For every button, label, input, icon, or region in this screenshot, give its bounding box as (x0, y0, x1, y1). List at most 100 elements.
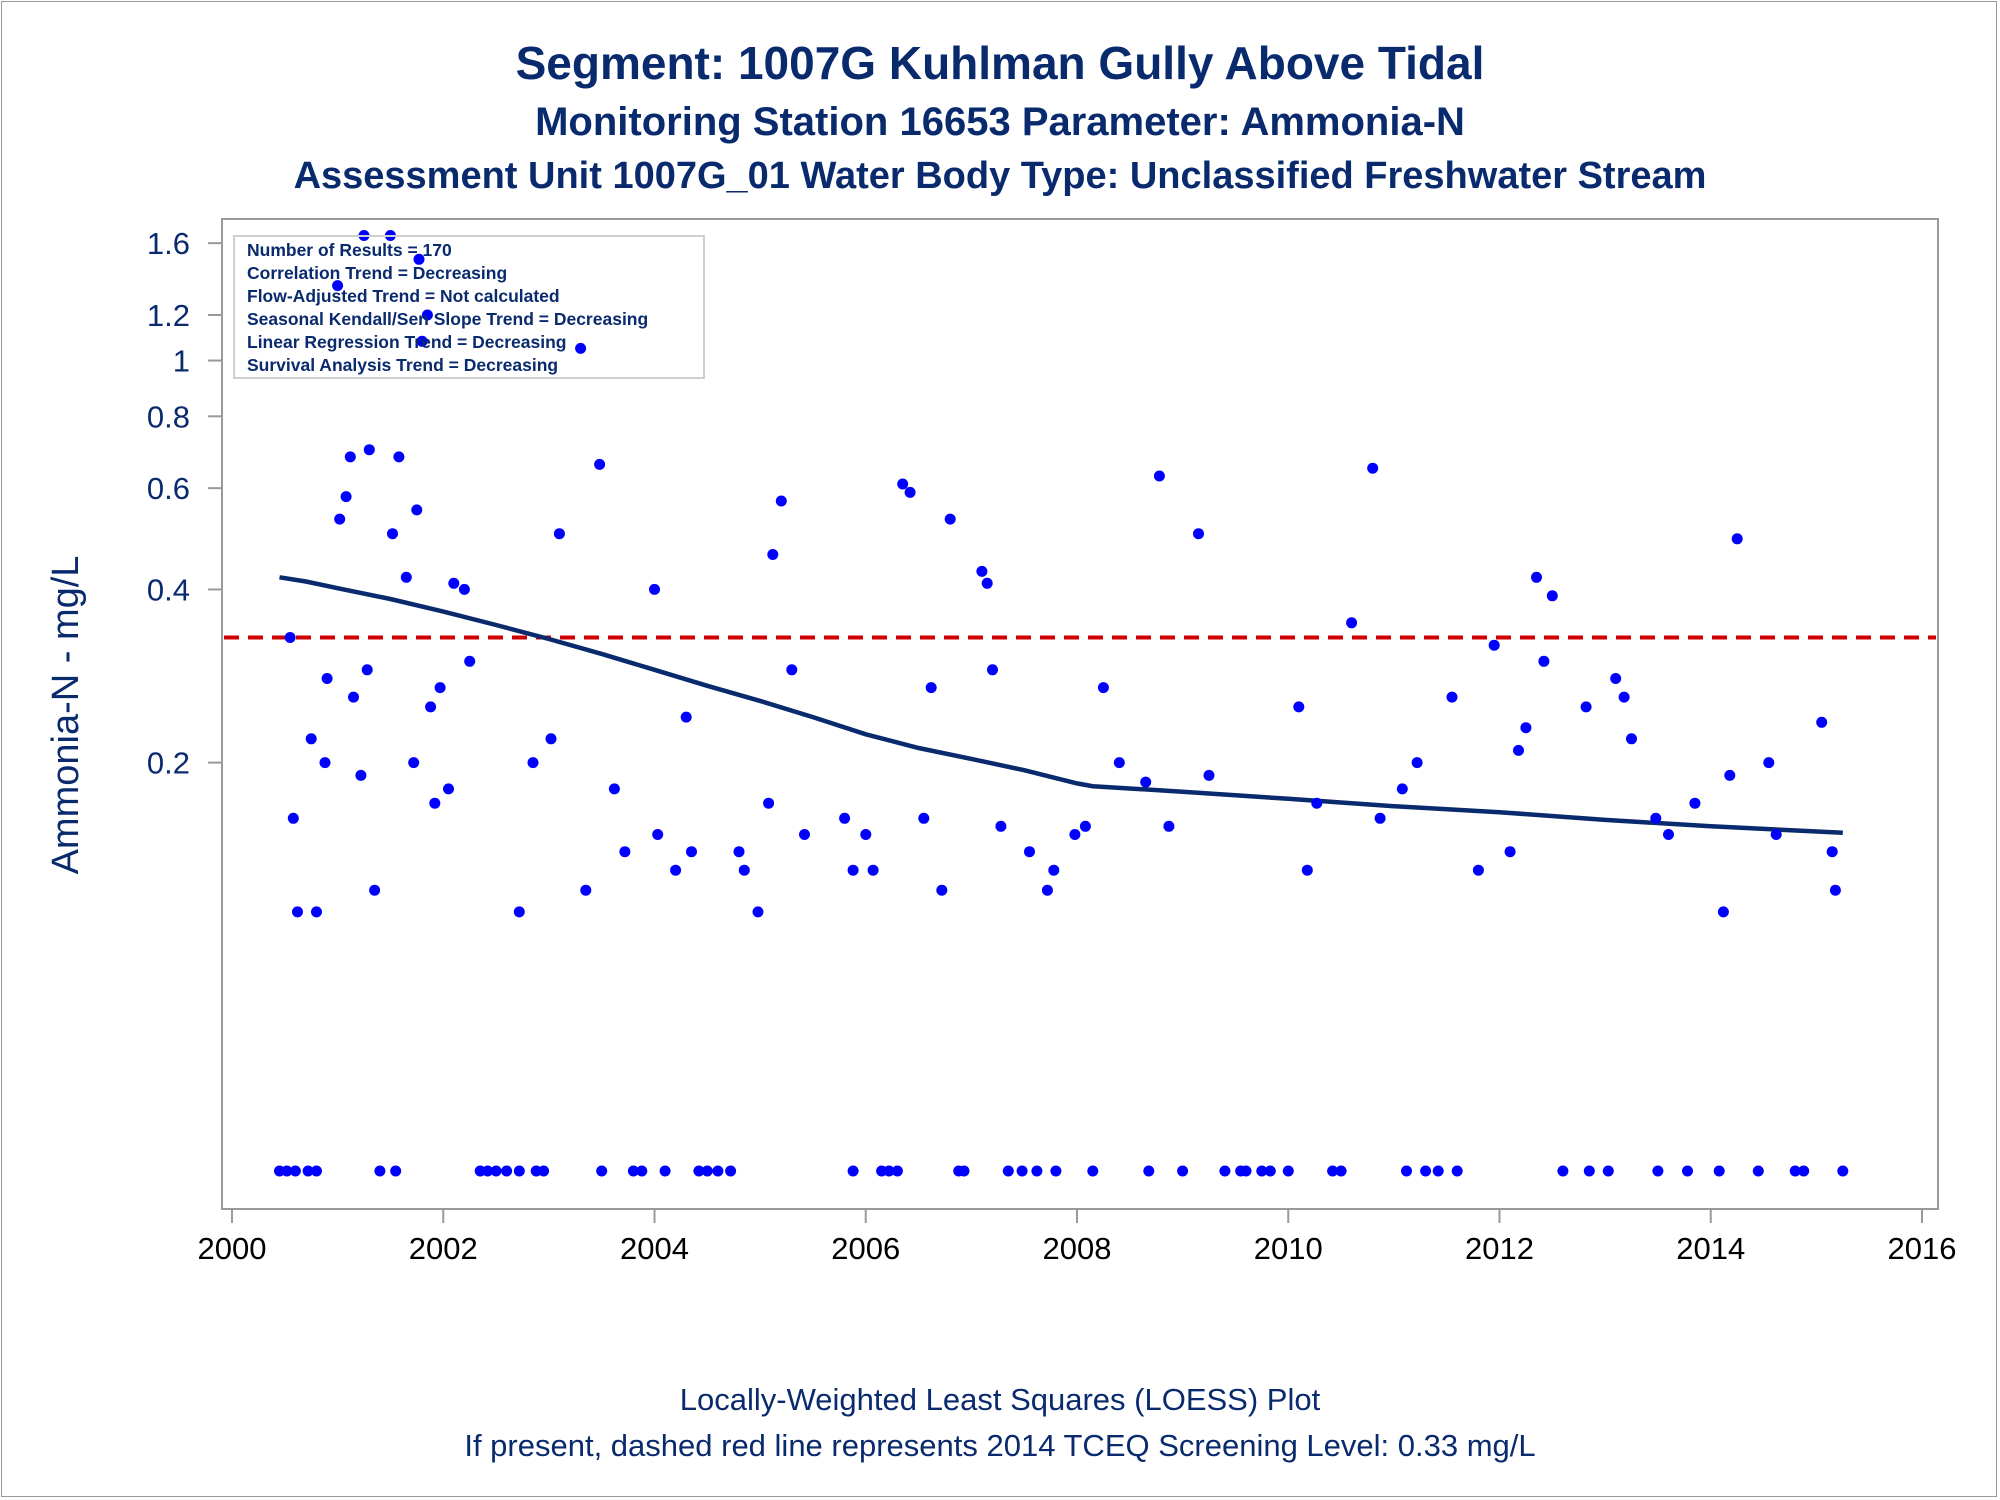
data-point (1240, 1165, 1252, 1177)
data-point (867, 864, 879, 876)
data-point (1002, 1165, 1014, 1177)
data-point (1538, 655, 1550, 667)
data-point (1374, 812, 1386, 824)
data-point (390, 1165, 402, 1177)
data-point (1826, 846, 1838, 858)
data-point (918, 812, 930, 824)
data-point (400, 571, 412, 583)
loess-trend-line (279, 575, 1843, 836)
data-point (1041, 884, 1053, 896)
stats-line: Survival Analysis Trend = Decreasing (247, 355, 558, 375)
plot-area (221, 218, 1939, 1210)
data-point (421, 309, 433, 321)
data-point (1618, 691, 1630, 703)
data-point (1346, 617, 1358, 629)
data-point (1531, 571, 1542, 583)
data-point (925, 682, 937, 694)
data-point (1829, 884, 1841, 896)
data-point (1079, 820, 1091, 832)
data-point (860, 829, 872, 840)
chart-subtitle-assessment: Assessment Unit 1007G_01 Water Body Type… (293, 155, 1707, 197)
stats-line: Number of Results = 170 (247, 240, 452, 260)
data-point (1432, 1165, 1444, 1177)
data-point (1580, 701, 1592, 713)
data-point (883, 1165, 895, 1177)
data-point (958, 1165, 970, 1177)
stats-line: Correlation Trend = Decreasing (247, 263, 507, 283)
data-point (292, 906, 303, 918)
data-point (1219, 1165, 1231, 1177)
data-point (944, 513, 956, 525)
data-point (369, 884, 381, 896)
data-point (482, 1165, 494, 1177)
data-point (464, 655, 476, 667)
data-point (1816, 716, 1828, 728)
x-tick-label: 2016 (1888, 1231, 1957, 1266)
data-point (1069, 829, 1081, 840)
data-point (596, 1165, 608, 1177)
data-point (1113, 757, 1125, 769)
data-point (284, 632, 296, 643)
data-point (1610, 673, 1622, 684)
data-point (619, 846, 631, 858)
data-point (1048, 864, 1060, 876)
data-point (1016, 1165, 1028, 1177)
data-point (1420, 1165, 1432, 1177)
data-point (363, 444, 375, 456)
data-point (1583, 1165, 1595, 1177)
data-point (649, 583, 660, 595)
data-point (1626, 733, 1637, 745)
data-point (1546, 590, 1558, 602)
data-point (1335, 1165, 1347, 1177)
data-point (1256, 1165, 1268, 1177)
data-point (1513, 744, 1524, 756)
data-point (1087, 1165, 1099, 1177)
data-point (1396, 783, 1408, 795)
x-tick-label: 2006 (831, 1231, 900, 1266)
data-point (1488, 639, 1500, 651)
data-point (340, 491, 352, 503)
data-point (425, 701, 437, 713)
y-tick-label: 0.6 (147, 471, 190, 506)
data-point (458, 583, 470, 595)
data-point (987, 664, 998, 676)
data-point (701, 1165, 713, 1177)
y-tick-label: 0.8 (147, 399, 190, 434)
data-point (1327, 1165, 1339, 1177)
data-point (580, 884, 592, 896)
data-point (1446, 691, 1458, 703)
data-point (904, 486, 916, 498)
data-point (448, 577, 460, 589)
data-point (311, 906, 322, 918)
y-tick-label: 0.2 (147, 746, 190, 781)
data-point (1031, 1165, 1043, 1177)
data-point (976, 565, 988, 577)
data-point (332, 280, 344, 292)
data-point (1650, 812, 1662, 824)
stats-line: Flow-Adjusted Trend = Not calculated (247, 286, 560, 306)
data-point (1504, 846, 1516, 858)
data-point (738, 864, 750, 876)
data-point (686, 846, 697, 858)
x-tick-label: 2014 (1676, 1231, 1745, 1266)
x-tick-label: 2010 (1254, 1231, 1323, 1266)
y-axis: 0.2 0.4 0.6 0.8 1 1.2 1.6 (147, 226, 222, 781)
data-point (1789, 1165, 1801, 1177)
data-point (1411, 757, 1423, 769)
data-point (1472, 864, 1484, 876)
data-point (1264, 1165, 1276, 1177)
data-point (775, 495, 787, 507)
data-point (393, 451, 405, 463)
data-point (897, 478, 909, 490)
y-tick-label: 0.4 (147, 572, 190, 607)
data-point (995, 820, 1007, 832)
data-point (608, 783, 620, 795)
data-point (1451, 1165, 1463, 1177)
data-point (416, 335, 428, 347)
data-point (490, 1165, 502, 1177)
data-point (1153, 470, 1165, 482)
data-point (305, 733, 317, 745)
data-point (1713, 1165, 1725, 1177)
